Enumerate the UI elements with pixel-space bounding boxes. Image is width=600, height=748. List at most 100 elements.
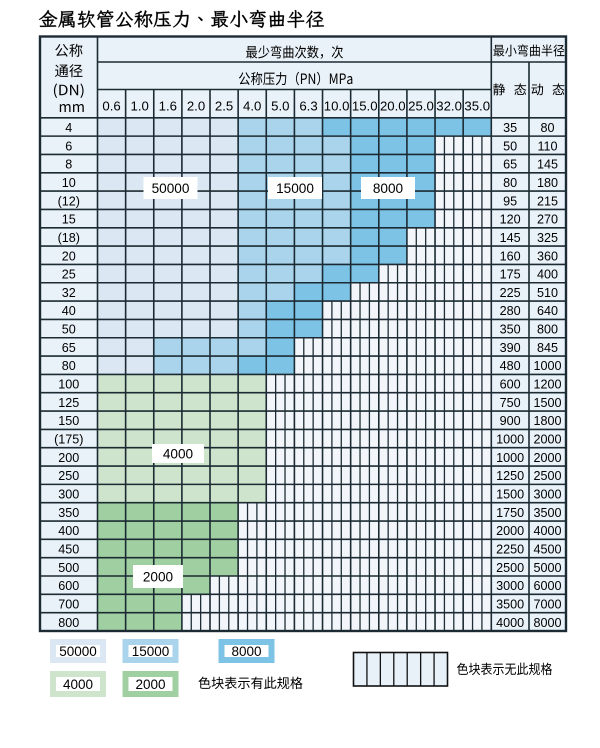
svg-text:350: 350 (58, 506, 79, 520)
svg-text:40: 40 (62, 304, 76, 318)
svg-text:1500: 1500 (496, 488, 524, 502)
svg-text:4500: 4500 (533, 543, 561, 557)
svg-text:180: 180 (537, 176, 558, 190)
svg-text:500: 500 (58, 561, 79, 575)
svg-text:390: 390 (500, 341, 521, 355)
svg-text:100: 100 (58, 378, 79, 392)
svg-text:2000: 2000 (496, 524, 524, 538)
svg-text:3000: 3000 (533, 488, 561, 502)
svg-text:150: 150 (58, 414, 79, 428)
svg-text:3500: 3500 (533, 506, 561, 520)
svg-text:845: 845 (537, 341, 558, 355)
svg-text:3500: 3500 (496, 598, 524, 612)
svg-text:400: 400 (58, 524, 79, 538)
svg-text:10.0: 10.0 (324, 99, 350, 114)
svg-text:120: 120 (500, 213, 521, 227)
svg-text:1.0: 1.0 (131, 99, 149, 114)
svg-text:250: 250 (58, 469, 79, 483)
svg-text:6.3: 6.3 (299, 99, 317, 114)
svg-text:1000: 1000 (496, 451, 524, 465)
svg-text:15000: 15000 (276, 181, 314, 196)
svg-text:65: 65 (62, 341, 76, 355)
svg-text:0.6: 0.6 (102, 99, 120, 114)
svg-text:5000: 5000 (533, 561, 561, 575)
svg-text:640: 640 (537, 304, 558, 318)
svg-text:2500: 2500 (533, 469, 561, 483)
svg-text:480: 480 (500, 359, 521, 373)
svg-text:175: 175 (500, 268, 521, 282)
svg-text:325: 325 (537, 231, 558, 245)
svg-text:600: 600 (58, 579, 79, 593)
svg-text:510: 510 (537, 286, 558, 300)
svg-text:80: 80 (540, 121, 554, 135)
svg-text:(175): (175) (54, 433, 83, 447)
svg-text:50: 50 (62, 323, 76, 337)
svg-text:15: 15 (62, 213, 76, 227)
svg-text:1800: 1800 (533, 414, 561, 428)
svg-text:110: 110 (537, 139, 557, 153)
svg-text:4000: 4000 (496, 616, 524, 630)
svg-text:2250: 2250 (496, 543, 524, 557)
svg-text:6000: 6000 (533, 579, 561, 593)
svg-text:2.5: 2.5 (215, 99, 233, 114)
svg-text:800: 800 (58, 616, 79, 630)
svg-text:8000: 8000 (373, 181, 404, 196)
svg-text:4: 4 (65, 121, 72, 135)
svg-text:80: 80 (503, 176, 517, 190)
svg-text:2000: 2000 (143, 569, 174, 584)
svg-text:1000: 1000 (533, 359, 561, 373)
svg-text:(18): (18) (58, 231, 80, 245)
svg-text:4000: 4000 (533, 524, 561, 538)
svg-text:145: 145 (537, 158, 558, 172)
svg-text:15.0: 15.0 (352, 99, 378, 114)
svg-text:350: 350 (500, 323, 521, 337)
svg-text:145: 145 (500, 231, 521, 245)
svg-text:1200: 1200 (533, 378, 561, 392)
svg-text:1750: 1750 (496, 506, 524, 520)
svg-text:8000: 8000 (231, 644, 261, 659)
svg-text:6: 6 (65, 139, 72, 153)
svg-text:20: 20 (62, 249, 76, 263)
svg-text:8000: 8000 (533, 616, 561, 630)
svg-text:7000: 7000 (533, 598, 561, 612)
svg-text:32.0: 32.0 (436, 99, 462, 114)
svg-text:215: 215 (537, 194, 558, 208)
svg-text:3000: 3000 (496, 579, 524, 593)
svg-text:25.0: 25.0 (408, 99, 434, 114)
svg-text:1250: 1250 (496, 469, 524, 483)
svg-text:65: 65 (503, 158, 517, 172)
svg-text:2000: 2000 (533, 451, 561, 465)
svg-text:800: 800 (537, 323, 558, 337)
svg-text:600: 600 (500, 378, 521, 392)
svg-text:20.0: 20.0 (380, 99, 406, 114)
svg-text:900: 900 (500, 414, 521, 428)
svg-text:280: 280 (500, 304, 521, 318)
svg-text:35.0: 35.0 (464, 99, 490, 114)
svg-text:2000: 2000 (533, 433, 561, 447)
svg-text:2500: 2500 (496, 561, 524, 575)
svg-text:4.0: 4.0 (243, 99, 261, 114)
svg-text:10: 10 (62, 176, 76, 190)
svg-text:1500: 1500 (533, 396, 561, 410)
svg-text:(12): (12) (58, 194, 80, 208)
svg-text:225: 225 (500, 286, 521, 300)
svg-text:1000: 1000 (496, 433, 524, 447)
svg-text:4000: 4000 (163, 446, 194, 461)
svg-text:160: 160 (500, 249, 521, 263)
svg-text:400: 400 (537, 268, 558, 282)
svg-text:200: 200 (58, 451, 79, 465)
svg-text:270: 270 (537, 213, 558, 227)
svg-text:1.6: 1.6 (159, 99, 177, 114)
svg-text:300: 300 (58, 488, 79, 502)
svg-text:2000: 2000 (135, 677, 165, 692)
svg-text:5.0: 5.0 (271, 99, 289, 114)
svg-text:15000: 15000 (132, 644, 170, 659)
svg-text:750: 750 (500, 396, 521, 410)
svg-text:450: 450 (58, 543, 79, 557)
svg-text:95: 95 (503, 194, 517, 208)
svg-text:50000: 50000 (152, 181, 190, 196)
svg-text:80: 80 (62, 359, 76, 373)
svg-text:2.0: 2.0 (187, 99, 205, 114)
svg-text:125: 125 (58, 396, 79, 410)
svg-text:8: 8 (65, 158, 72, 172)
